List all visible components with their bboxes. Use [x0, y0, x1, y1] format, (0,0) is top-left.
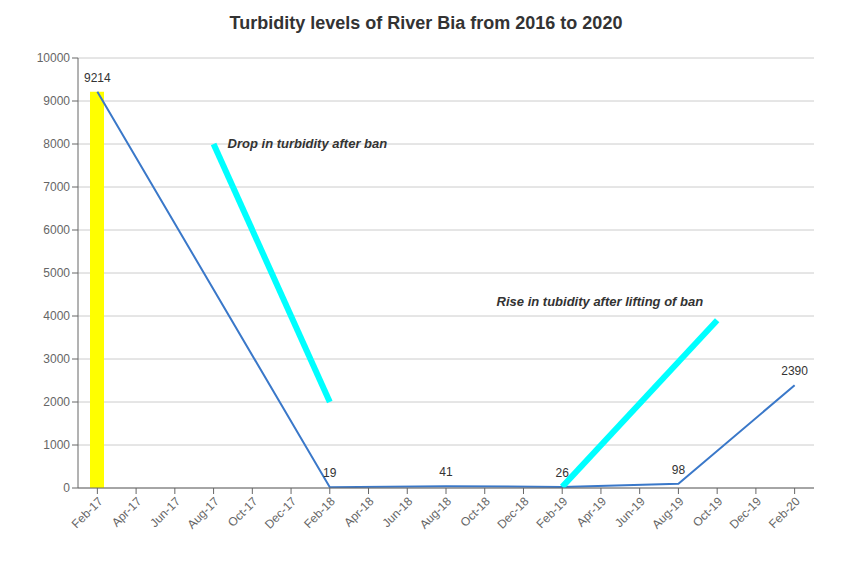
- svg-text:19: 19: [323, 466, 337, 480]
- svg-text:Aug-19: Aug-19: [649, 494, 686, 531]
- svg-text:Jun-18: Jun-18: [380, 494, 416, 530]
- svg-text:Rise in tubidity after lifting: Rise in tubidity after lifting of ban: [497, 294, 704, 309]
- svg-text:2390: 2390: [781, 364, 808, 378]
- svg-text:4000: 4000: [43, 309, 70, 323]
- svg-text:Drop in turbidity after ban: Drop in turbidity after ban: [228, 136, 388, 151]
- svg-text:3000: 3000: [43, 352, 70, 366]
- svg-text:Oct-19: Oct-19: [690, 494, 726, 530]
- svg-text:41: 41: [439, 465, 453, 479]
- svg-text:Feb-19: Feb-19: [534, 494, 571, 531]
- svg-text:1000: 1000: [43, 438, 70, 452]
- svg-text:8000: 8000: [43, 137, 70, 151]
- svg-text:Oct-17: Oct-17: [225, 494, 261, 530]
- svg-text:10000: 10000: [37, 51, 71, 65]
- svg-text:2000: 2000: [43, 395, 70, 409]
- svg-text:0: 0: [63, 481, 70, 495]
- svg-text:Jun-17: Jun-17: [147, 494, 183, 530]
- html-text:Turbidity levels of River Bia: Turbidity levels of River Bia from 2016 …: [229, 13, 623, 33]
- svg-text:Dec-18: Dec-18: [494, 494, 531, 531]
- svg-text:Oct-18: Oct-18: [458, 494, 494, 530]
- svg-text:98: 98: [672, 463, 686, 477]
- svg-text:7000: 7000: [43, 180, 70, 194]
- svg-text:Feb-17: Feb-17: [69, 494, 106, 531]
- svg-text:9000: 9000: [43, 94, 70, 108]
- svg-text:Aug-18: Aug-18: [417, 494, 454, 531]
- svg-text:26: 26: [556, 466, 570, 480]
- svg-text:5000: 5000: [43, 266, 70, 280]
- svg-text:Jun-19: Jun-19: [612, 494, 648, 530]
- svg-text:Apr-17: Apr-17: [109, 494, 145, 530]
- svg-text:Apr-18: Apr-18: [341, 494, 377, 530]
- svg-text:Aug-17: Aug-17: [184, 494, 221, 531]
- svg-text:Apr-19: Apr-19: [574, 494, 610, 530]
- svg-text:Dec-17: Dec-17: [262, 494, 299, 531]
- svg-text:6000: 6000: [43, 223, 70, 237]
- svg-text:9214: 9214: [84, 71, 111, 85]
- svg-text:Dec-19: Dec-19: [727, 494, 764, 531]
- svg-text:Feb-18: Feb-18: [301, 494, 338, 531]
- svg-text:Feb-20: Feb-20: [766, 494, 803, 531]
